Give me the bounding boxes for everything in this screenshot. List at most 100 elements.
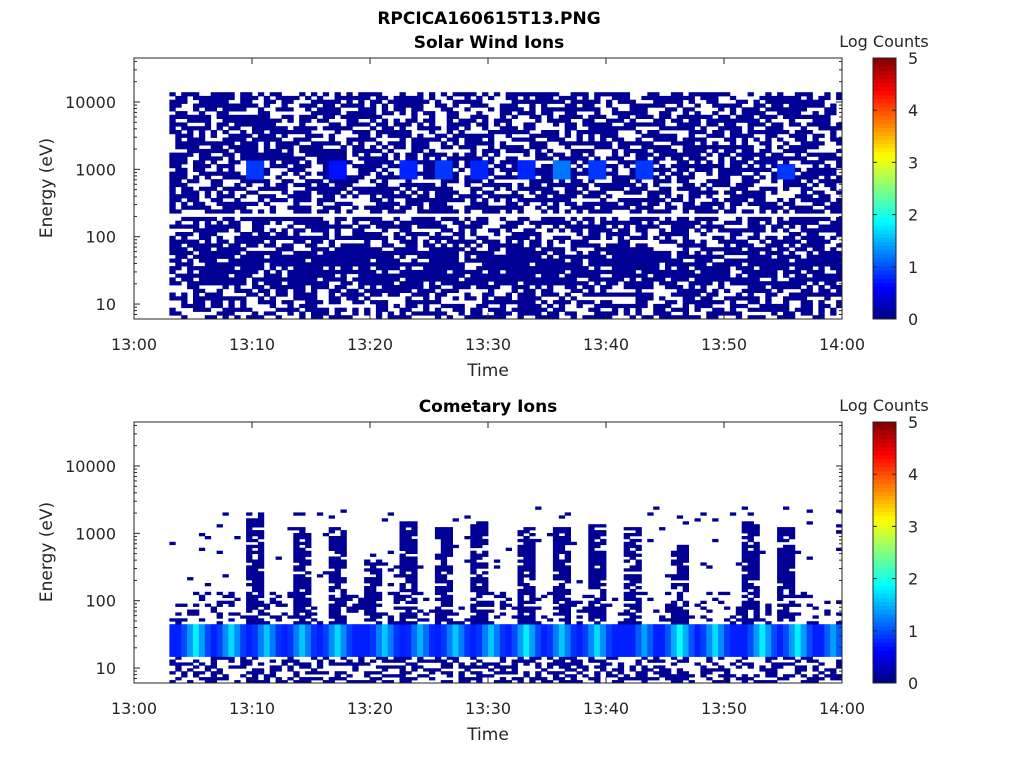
heat-cell <box>576 300 583 305</box>
heat-cell <box>771 273 778 278</box>
heat-cell <box>747 114 754 119</box>
heat-cell <box>263 152 271 157</box>
heat-cell <box>281 179 288 184</box>
colorbar-segment <box>873 233 896 238</box>
heat-cell <box>198 186 206 191</box>
heat-cell <box>724 296 731 301</box>
heat-cell <box>328 133 335 138</box>
heat-cell <box>570 122 577 127</box>
heat-cell <box>311 254 318 259</box>
heat-cell <box>505 160 512 165</box>
heat-cell <box>606 130 613 135</box>
heat-cell <box>193 266 200 271</box>
heat-cell <box>364 224 371 229</box>
heat-cell <box>623 228 630 233</box>
heat-cell <box>594 130 601 135</box>
heat-cell <box>570 148 577 154</box>
heat-cell <box>399 92 406 97</box>
heat-cell <box>564 209 571 214</box>
heat-cell <box>328 107 335 112</box>
colorbar-segment <box>873 168 896 173</box>
heat-cell <box>783 130 790 135</box>
heat-cell <box>458 92 465 97</box>
heat-cell <box>741 190 748 195</box>
heat-cell <box>228 126 235 131</box>
heat-cell <box>252 671 259 675</box>
heat-cell <box>187 624 194 628</box>
heat-cell <box>700 300 707 305</box>
heat-cell <box>558 160 566 165</box>
heat-cell <box>169 243 176 248</box>
heat-cell <box>311 288 318 293</box>
heat-cell <box>665 167 672 172</box>
heat-cell <box>653 198 660 203</box>
heat-cell <box>493 198 501 203</box>
heat-cell <box>240 118 247 123</box>
heat-cell <box>181 674 188 678</box>
heat-cell <box>824 228 831 233</box>
heat-cell <box>269 668 276 672</box>
heat-cell <box>434 152 442 157</box>
heat-cell <box>771 228 778 233</box>
heat-cell <box>611 258 619 263</box>
heat-cell <box>818 307 825 312</box>
heat-cell <box>198 627 206 631</box>
heat-cell <box>830 285 837 290</box>
heat-cell <box>800 175 807 180</box>
heat-cell <box>623 141 630 146</box>
heat-cell <box>552 182 560 188</box>
heat-cell <box>246 653 253 657</box>
heat-cell <box>576 182 583 188</box>
heat-cell <box>240 232 247 237</box>
heat-cell <box>452 111 459 116</box>
heat-cell <box>547 186 554 191</box>
heat-cell <box>311 262 318 267</box>
heat-cell <box>499 281 507 286</box>
heat-cell <box>228 114 235 119</box>
heat-cell <box>275 235 282 240</box>
heat-cell <box>216 228 223 233</box>
heat-cell <box>682 228 689 233</box>
heat-cell <box>800 156 807 161</box>
heat-cell <box>228 160 235 165</box>
heat-cell <box>570 258 577 263</box>
heat-cell <box>482 315 489 320</box>
heat-cell <box>175 258 182 263</box>
heat-cell <box>724 137 731 142</box>
heat-cell <box>783 266 790 271</box>
heat-cell <box>682 243 689 248</box>
heat-cell <box>623 190 630 195</box>
heat-cell <box>187 303 194 309</box>
heat-cell <box>387 285 394 290</box>
heat-cell <box>263 300 271 305</box>
heat-cell <box>582 224 589 229</box>
heat-cell <box>216 300 223 305</box>
heat-cell <box>541 179 548 184</box>
heat-cell <box>364 288 371 293</box>
heat-cell <box>488 194 495 199</box>
heat-cell <box>204 633 212 637</box>
heat-cell <box>210 95 217 101</box>
heat-cell <box>535 205 542 210</box>
colorbar-segment <box>873 302 896 308</box>
heat-cell <box>464 281 471 286</box>
heat-cell <box>511 250 518 256</box>
heat-cell <box>252 266 259 271</box>
heat-cell <box>305 266 312 271</box>
heat-cell <box>204 277 212 282</box>
heat-cell <box>370 247 377 252</box>
colorbar-segment <box>873 282 896 287</box>
heat-cell <box>523 95 530 101</box>
heat-cell <box>794 220 802 225</box>
heat-cell <box>411 99 418 104</box>
heat-cell <box>582 156 589 161</box>
heat-cell <box>417 292 424 297</box>
heat-cell <box>794 205 802 210</box>
heat-cell <box>641 315 648 320</box>
heat-cell <box>476 167 483 172</box>
heat-cell <box>434 220 442 225</box>
heat-cell <box>411 145 418 150</box>
heat-cell <box>753 228 760 233</box>
heat-cell <box>694 145 701 150</box>
heat-cell <box>228 118 235 123</box>
